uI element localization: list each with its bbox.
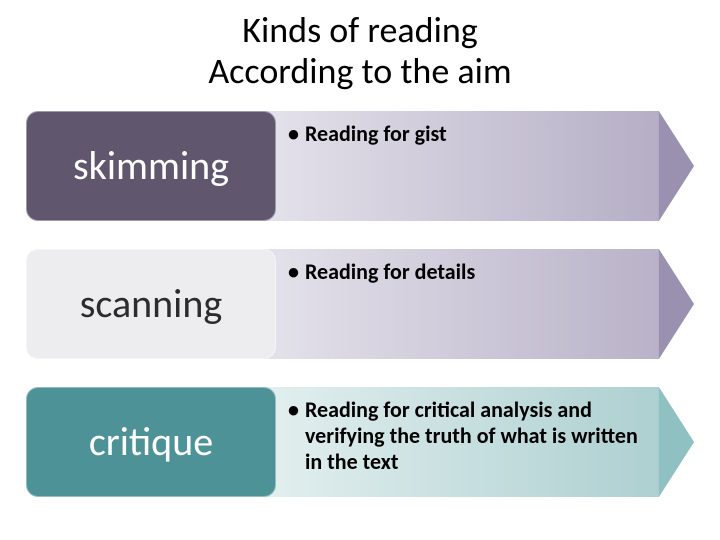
arrow-scanning: • Reading for details	[262, 249, 694, 359]
slide-title: Kinds of reading According to the aim	[20, 10, 700, 93]
label-box-scanning: scanning	[26, 249, 276, 359]
label-box-skimming: skimming	[26, 111, 276, 221]
desc-text: • Reading for gist	[262, 111, 487, 155]
rows-container: skimming • Reading for g	[20, 111, 700, 520]
label-text: skimming	[73, 141, 229, 190]
title-line-1: Kinds of reading	[20, 10, 700, 51]
row-skimming: skimming • Reading for g	[26, 111, 694, 221]
arrow-tip	[659, 249, 694, 359]
desc-text: • Reading for critical analysis and veri…	[262, 387, 694, 483]
arrow-skimming: • Reading for gist	[262, 111, 694, 221]
bullet-icon: •	[288, 259, 299, 285]
slide: Kinds of reading According to the aim sk…	[0, 0, 720, 540]
arrow-tip	[659, 111, 694, 221]
desc-body: Reading for details	[305, 259, 475, 285]
row-critique: critique • Reading for c	[26, 387, 694, 497]
label-text: scanning	[80, 279, 222, 328]
arrow-critique: • Reading for critical analysis and veri…	[262, 387, 694, 497]
title-line-2: According to the aim	[20, 51, 700, 92]
label-box-critique: critique	[26, 387, 276, 497]
desc-body: Reading for critical analysis and verify…	[305, 397, 654, 475]
bullet-icon: •	[288, 121, 299, 147]
row-scanning: scanning • Reading for d	[26, 249, 694, 359]
label-text: critique	[89, 417, 213, 466]
desc-text: • Reading for details	[262, 249, 515, 293]
desc-body: Reading for gist	[305, 121, 447, 147]
bullet-icon: •	[288, 397, 299, 475]
